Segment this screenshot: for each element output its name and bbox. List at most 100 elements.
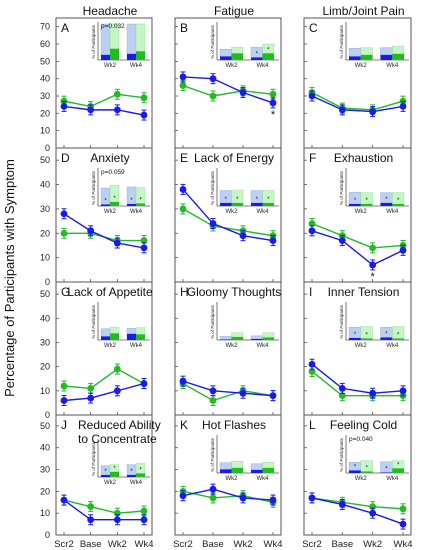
inset-bar-green bbox=[136, 51, 145, 60]
inset-bar-blue bbox=[127, 53, 136, 60]
y-tick-label: 20 bbox=[40, 486, 50, 496]
inset-x-label: Wk4 bbox=[130, 480, 143, 486]
data-point-blue bbox=[209, 75, 217, 83]
panel-frame bbox=[174, 414, 282, 536]
y-tick-label: 30 bbox=[40, 91, 50, 101]
series-line-blue bbox=[311, 497, 404, 525]
panel-title: Lack of Appetite bbox=[67, 285, 153, 299]
series-line-blue bbox=[311, 95, 404, 113]
inset-y-title: % of Participants bbox=[339, 437, 344, 472]
inset-significance-marker: * bbox=[139, 197, 142, 203]
inset-x-label: Wk4 bbox=[130, 209, 143, 215]
inset-bar-green bbox=[231, 53, 243, 60]
data-point-green bbox=[308, 220, 316, 227]
inset-significance-marker: * bbox=[225, 197, 228, 203]
series-line-blue bbox=[63, 382, 145, 402]
inset-bar-blue bbox=[251, 57, 263, 60]
inset-x-label: Wk4 bbox=[130, 63, 143, 69]
data-point-blue bbox=[399, 387, 407, 395]
panel-letter: L bbox=[309, 418, 316, 432]
y-tick-label: 20 bbox=[40, 108, 50, 118]
panel-C: C Limb/Joint Pain % of Participants Wk2 Wk4 bbox=[303, 4, 412, 149]
panel-K: K Hot Flashes % of Participants Wk2 Wk4 Scr2 B… bbox=[173, 414, 283, 550]
y-tick-label: 40 bbox=[40, 443, 50, 453]
panel-title: Gloomy Thoughts bbox=[187, 285, 282, 299]
inset-bar-blue bbox=[220, 202, 232, 206]
data-point-blue bbox=[399, 520, 407, 528]
inset-bar-green bbox=[110, 201, 119, 206]
panel-letter: J bbox=[61, 418, 67, 432]
panel-title: Lack of Energy bbox=[194, 151, 274, 165]
panel-L: L Feeling Cold % of Participants * * Wk2 * * Wk4… bbox=[302, 414, 413, 550]
data-point-blue bbox=[399, 103, 407, 110]
inset-y-title: % of Participants bbox=[91, 441, 96, 476]
inset-bar-blue bbox=[101, 336, 110, 340]
panel-letter: K bbox=[180, 418, 188, 432]
data-point-blue bbox=[60, 397, 68, 404]
inset-bar-green bbox=[360, 338, 373, 340]
y-axis-title: Percentage of Participants with Symptom bbox=[2, 159, 17, 397]
inset-bar-blue bbox=[220, 56, 232, 60]
inset-significance-marker: * bbox=[397, 332, 400, 338]
inset-x-label: Wk4 bbox=[386, 476, 399, 482]
inset-x-label: Wk2 bbox=[104, 343, 117, 349]
data-point-blue bbox=[239, 389, 247, 397]
inset-significance-marker: * bbox=[354, 198, 357, 204]
inset-x-label: Wk4 bbox=[130, 343, 143, 349]
y-tick-label: 30 bbox=[40, 337, 50, 347]
inset-bar-green bbox=[231, 336, 243, 340]
series-line-green bbox=[311, 370, 403, 397]
inset-significance-marker: * bbox=[130, 469, 133, 475]
panel-A: A Headache % of Participants Wk2 Wk4 p=0.032 bbox=[55, 4, 153, 149]
data-point-green bbox=[399, 505, 407, 513]
inset-y-title: % of Participants bbox=[210, 24, 215, 59]
inset-bar-green bbox=[360, 471, 373, 473]
inset-significance-marker: * bbox=[104, 198, 107, 204]
data-point-blue bbox=[87, 227, 95, 235]
data-point-blue bbox=[179, 492, 187, 500]
inset-significance-marker: * bbox=[385, 466, 388, 472]
data-point-blue bbox=[140, 244, 148, 252]
inset-y-title: % of Participants bbox=[339, 24, 344, 59]
data-point-blue bbox=[239, 232, 247, 240]
x-category-label: Base bbox=[202, 539, 224, 550]
data-point-green bbox=[209, 92, 217, 100]
inset-bar-green bbox=[110, 48, 119, 60]
y-tick-label: 10 bbox=[40, 508, 50, 518]
panel-letter: D bbox=[61, 151, 70, 165]
x-category-label: Wk4 bbox=[394, 539, 413, 550]
data-point-green bbox=[308, 368, 316, 375]
panel-D: D Anxiety % of Participants * * Wk2 * * Wk4 p=0.0… bbox=[55, 147, 153, 283]
inset-bar-green bbox=[136, 203, 145, 206]
panel-title: Anxiety bbox=[90, 151, 129, 165]
panel-letter: C bbox=[309, 21, 318, 35]
series-line-green bbox=[182, 84, 274, 97]
inset-x-label: Wk2 bbox=[355, 63, 368, 69]
inset-bar-blue bbox=[380, 337, 393, 340]
y-tick-label: 50 bbox=[40, 155, 50, 165]
panel-title: Headache bbox=[83, 4, 138, 18]
inset-bar-blue bbox=[101, 204, 110, 206]
series-line-green bbox=[182, 208, 274, 237]
series-line-green bbox=[63, 93, 145, 108]
y-tick-label: 10 bbox=[40, 253, 50, 263]
data-point-green bbox=[87, 385, 95, 392]
data-point-blue bbox=[239, 494, 247, 502]
data-point-blue bbox=[269, 392, 277, 400]
inset-x-label: Wk4 bbox=[257, 476, 270, 482]
x-category-label: Base bbox=[80, 539, 102, 550]
panel-title: Feeling Cold bbox=[330, 418, 397, 432]
panel-F: * F Exhaustion % of Participants * * Wk2 * * Wk4 bbox=[303, 147, 412, 283]
inset-bar-total-blue bbox=[219, 336, 232, 341]
inset-x-label: Wk2 bbox=[104, 480, 117, 486]
data-point-blue bbox=[87, 106, 95, 114]
x-category-label: Scr2 bbox=[173, 539, 193, 550]
inset-bar-blue bbox=[251, 202, 263, 206]
inset-significance-marker: * bbox=[130, 198, 133, 204]
data-point-blue bbox=[308, 360, 316, 368]
data-point-blue bbox=[179, 73, 187, 81]
panel-I: I Inner Tension % of Participants * * Wk2 * * Wk… bbox=[303, 281, 412, 416]
inset-bar-blue bbox=[380, 472, 393, 473]
panel-frame bbox=[174, 147, 282, 283]
inset-bar-green bbox=[110, 333, 119, 340]
